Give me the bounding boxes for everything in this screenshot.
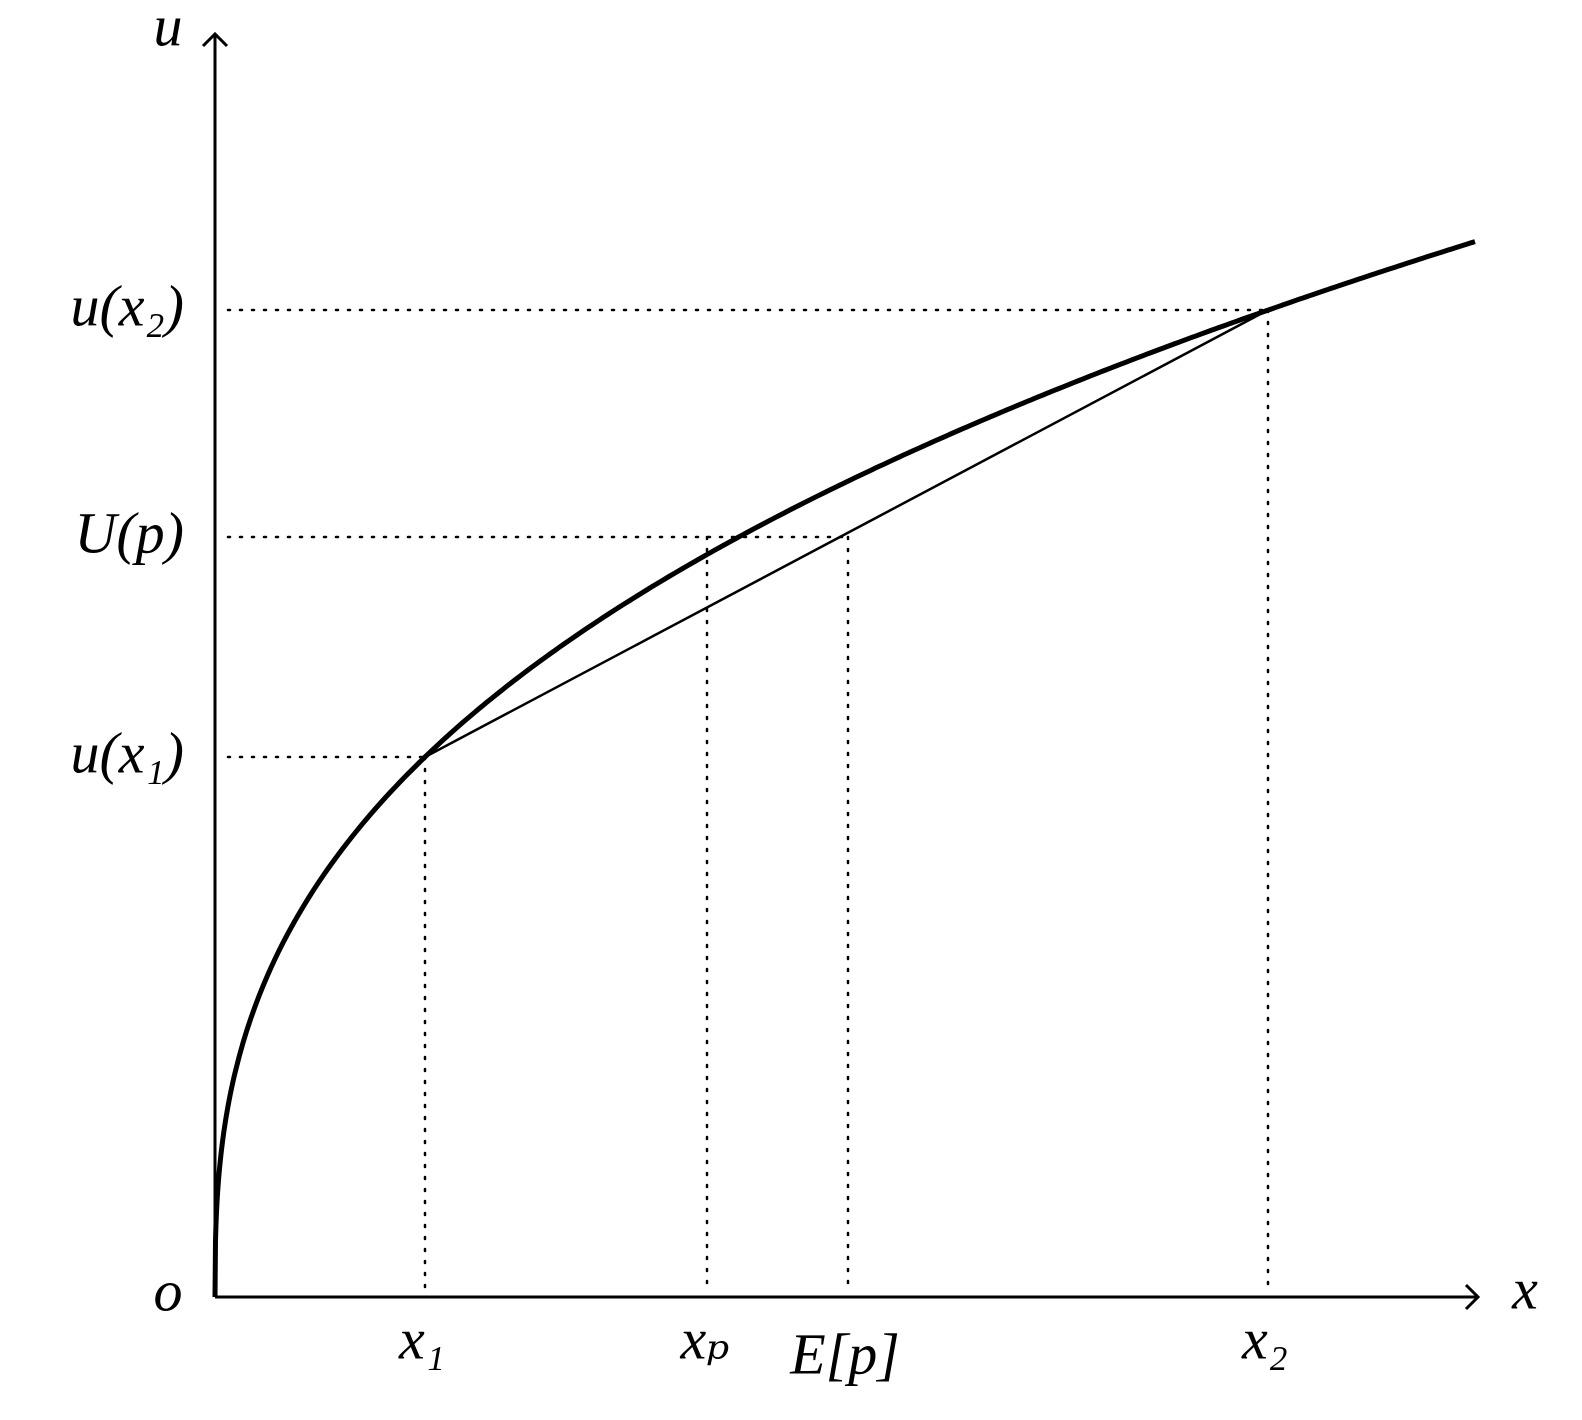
x-axis-arrow [1464,1283,1481,1311]
x-axis-label: x [1511,1256,1538,1321]
x-label: E[p] [789,1321,900,1386]
x-label: x₁ [398,1306,445,1371]
y-axis-label: u [154,0,183,58]
chord [424,308,1269,759]
x-label: xₚ [680,1306,730,1371]
y-label: U(p) [74,500,184,565]
y-label: u(x₁) [70,720,184,785]
origin-label: o [154,1258,183,1323]
y-label: u(x₂) [70,273,184,338]
y-axis-arrow [201,31,229,48]
x-label: x₂ [1241,1306,1288,1371]
utility-curve [212,239,1476,1298]
